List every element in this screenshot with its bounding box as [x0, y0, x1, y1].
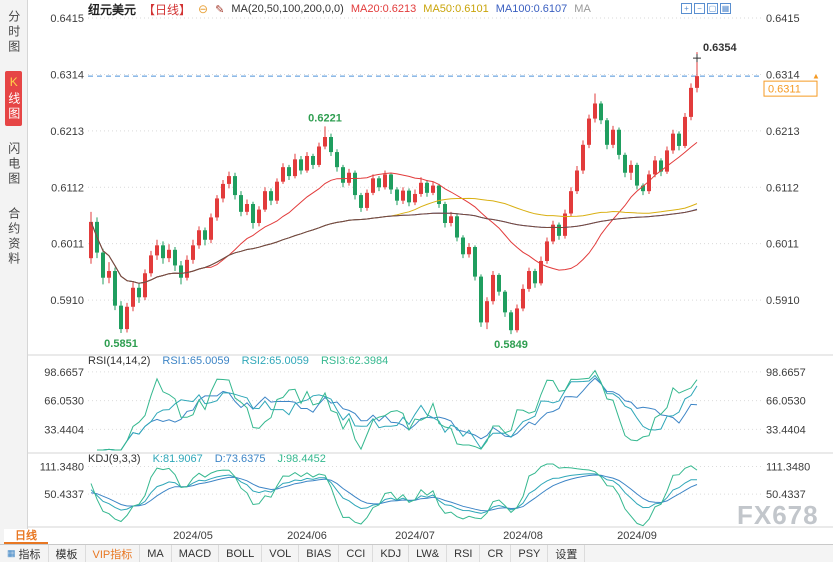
bottom-toolbar: ▦ 指标 模板 VIP指标 MA MACD BOLL VOL BIAS CCI KDJ LW& RSI C… — [0, 544, 833, 562]
ma50-value: MA50:0.6101 — [423, 3, 489, 15]
collapse-icon[interactable]: ⊖ — [198, 2, 209, 16]
svg-text:0.5849: 0.5849 — [494, 339, 528, 351]
svg-text:0.6311: 0.6311 — [768, 84, 801, 96]
rsi3-value: RSI3:62.3984 — [320, 355, 389, 367]
svg-text:98.6657: 98.6657 — [44, 367, 84, 379]
svg-text:111.3480: 111.3480 — [766, 462, 810, 474]
zoom-out-icon[interactable]: − — [694, 3, 705, 14]
svg-text:0.5910: 0.5910 — [50, 295, 84, 307]
toolbar-button-12[interactable]: CR — [480, 545, 512, 562]
svg-text:111.3480: 111.3480 — [40, 462, 84, 474]
svg-text:0.6221: 0.6221 — [308, 112, 342, 124]
layout-icon[interactable]: ▦ — [720, 3, 731, 14]
svg-text:2024/09: 2024/09 — [617, 530, 657, 542]
zoom-in-icon[interactable]: + — [681, 3, 692, 14]
toolbar-button-13[interactable]: PSY — [511, 545, 549, 562]
toolbar-button-3[interactable]: MA — [140, 545, 172, 562]
toolbar-button-8[interactable]: CCI — [339, 545, 374, 562]
sidebar-item-lightning-chart[interactable]: 闪电图 — [6, 142, 21, 187]
kdj-k-value: K:81.9067 — [152, 453, 203, 465]
svg-text:0.5851: 0.5851 — [104, 338, 138, 350]
toolbar-button-7[interactable]: BIAS — [299, 545, 340, 562]
toolbar-button-4[interactable]: MACD — [172, 545, 220, 562]
ma100-value: MA100:0.6107 — [495, 3, 568, 15]
svg-text:▲: ▲ — [812, 71, 820, 80]
svg-text:2024/05: 2024/05 — [173, 530, 213, 542]
svg-text:33.4404: 33.4404 — [44, 424, 84, 436]
svg-text:0.6415: 0.6415 — [766, 13, 800, 25]
watermark: FX678 — [737, 500, 819, 530]
svg-text:66.0530: 66.0530 — [766, 396, 806, 408]
toolbar-button-10[interactable]: LW& — [409, 545, 448, 562]
svg-text:0.6314: 0.6314 — [766, 69, 800, 81]
symbol-name: 纽元美元 — [88, 2, 137, 17]
ma200-value: MA — [574, 3, 591, 15]
toolbar-button-5[interactable]: BOLL — [219, 545, 263, 562]
kdj-d-value: D:73.6375 — [214, 453, 266, 465]
svg-text:0.6314: 0.6314 — [50, 69, 84, 81]
expand-icon[interactable]: ▢ — [707, 3, 718, 14]
toolbar-button-9[interactable]: KDJ — [373, 545, 410, 562]
svg-text:2024/07: 2024/07 — [395, 530, 435, 542]
toolbar-button-0[interactable]: ▦ 指标 — [0, 545, 49, 562]
chart-tool-icons: + − ▢ ▦ — [681, 3, 731, 14]
sidebar-item-contract-info[interactable]: 合约资料 — [6, 207, 21, 267]
svg-text:50.4337: 50.4337 — [44, 489, 84, 501]
svg-text:66.0530: 66.0530 — [44, 396, 84, 408]
toolbar-button-14[interactable]: 设置 — [548, 545, 586, 562]
ma-settings-label: MA(20,50,100,200,0,0) — [231, 3, 344, 15]
chart-header: 纽元美元 【日线】 ⊖ ✎ MA(20,50,100,200,0,0) MA20… — [88, 2, 591, 17]
svg-text:2024/08: 2024/08 — [503, 530, 543, 542]
edit-icon[interactable]: ✎ — [215, 3, 225, 16]
svg-text:0.6213: 0.6213 — [50, 126, 84, 138]
indicator-grid-icon: ▦ — [7, 548, 16, 558]
toolbar-button-2[interactable]: VIP指标 — [86, 545, 141, 562]
svg-text:0.6213: 0.6213 — [766, 126, 800, 138]
svg-text:0.6011: 0.6011 — [51, 239, 84, 251]
ma20-value: MA20:0.6213 — [350, 3, 417, 15]
kdj-title: KDJ(9,3,3) — [88, 453, 141, 465]
svg-text:0.6011: 0.6011 — [766, 239, 799, 251]
toolbar-button-6[interactable]: VOL — [262, 545, 300, 562]
toolbar-button-1[interactable]: 模板 — [49, 545, 86, 562]
svg-text:0.6112: 0.6112 — [766, 182, 799, 194]
period-tab-daily[interactable]: 日线 — [4, 529, 48, 544]
sidebar: 分时图 K线图闪电图合约资料 — [0, 0, 28, 544]
rsi-title: RSI(14,14,2) — [88, 355, 151, 367]
kdj-j-value: J:98.4452 — [277, 453, 326, 465]
rsi2-value: RSI2:65.0059 — [241, 355, 309, 367]
toolbar-button-11[interactable]: RSI — [447, 545, 481, 562]
svg-text:33.4404: 33.4404 — [766, 424, 806, 436]
svg-text:0.6415: 0.6415 — [50, 13, 84, 25]
svg-text:98.6657: 98.6657 — [766, 367, 806, 379]
sidebar-item-candle-chart[interactable]: K线图 — [5, 71, 22, 126]
svg-text:50.4337: 50.4337 — [766, 489, 806, 501]
svg-text:0.6354: 0.6354 — [703, 42, 738, 54]
svg-text:0.5910: 0.5910 — [766, 295, 800, 307]
period-label: 【日线】 — [143, 2, 192, 17]
kdj-header: KDJ(9,3,3) K:81.9067 D:73.6375 J:98.4452 — [88, 453, 326, 465]
sidebar-item-minute-chart[interactable]: 分时图 — [6, 10, 21, 55]
svg-text:2024/06: 2024/06 — [287, 530, 327, 542]
svg-text:0.6112: 0.6112 — [51, 182, 84, 194]
rsi1-value: RSI1:65.0059 — [162, 355, 230, 367]
rsi-header: RSI(14,14,2) RSI1:65.0059 RSI2:65.0059 R… — [88, 355, 388, 367]
